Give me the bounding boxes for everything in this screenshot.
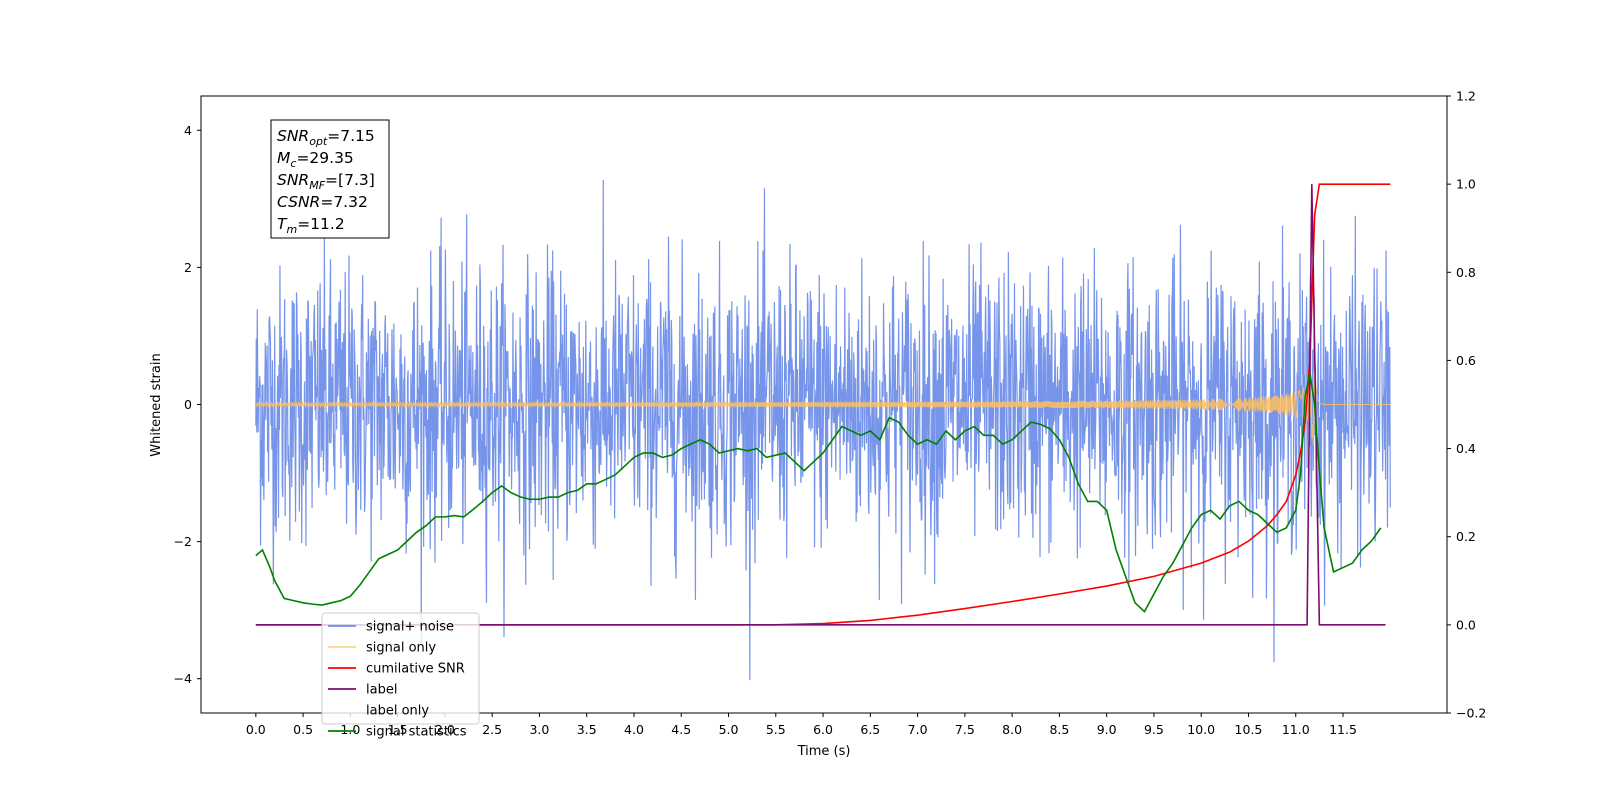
x-tick-label: 10.5 — [1235, 722, 1263, 737]
annotation-line: Mc=29.35 — [277, 149, 354, 170]
y-right-tick-label: −0.2 — [1456, 706, 1486, 721]
y-left-tick-label: 4 — [184, 123, 192, 138]
legend-label: signal only — [366, 641, 436, 656]
y-right-tick-label: 0.4 — [1456, 441, 1476, 456]
x-tick-label: 2.5 — [482, 722, 502, 737]
annotation-symbol: T — [277, 215, 288, 233]
x-tick-label: 0.0 — [246, 722, 266, 737]
x-tick-label: 3.5 — [577, 722, 597, 737]
x-tick-label: 0.5 — [293, 722, 313, 737]
annotation-value: =7.32 — [320, 193, 368, 211]
annotation-subscript: MF — [309, 179, 325, 192]
annotation-line: SNRopt=7.15 — [277, 127, 375, 148]
stats-annotation: SNRopt=7.15Mc=29.35SNRMF=[7.3]CSNR=7.32T… — [270, 119, 390, 239]
series-layer — [255, 179, 1391, 681]
y-left-tick-label: −2 — [174, 534, 192, 549]
x-tick-label: 10.0 — [1187, 722, 1215, 737]
legend-label: cumilative SNR — [366, 662, 465, 677]
annotation-subscript: c — [290, 157, 296, 170]
x-tick-label: 11.0 — [1282, 722, 1310, 737]
x-tick-label: 5.0 — [719, 722, 739, 737]
series-line-signal-only — [255, 363, 1391, 446]
annotation-value: =7.15 — [327, 127, 375, 145]
legend-label: label only — [366, 704, 429, 719]
y-axis-right: 1.2 1.0 0.8 0.6 0.4 0.2 0.0 −0.2 — [1447, 89, 1486, 721]
series-line-cumilative-snr — [255, 183, 1391, 626]
annotation-line: CSNR=7.32 — [277, 193, 368, 211]
x-tick-label: 6.0 — [813, 722, 833, 737]
annotation-value: =[7.3] — [325, 171, 375, 189]
x-tick-label: 7.0 — [908, 722, 928, 737]
x-tick-label: 7.5 — [955, 722, 975, 737]
x-axis-label: Time (s) — [797, 744, 851, 759]
annotation-symbol: M — [277, 149, 290, 167]
annotation-box — [270, 119, 390, 239]
y-axis-label-left: Whitened strain — [149, 353, 164, 456]
series-line-signal-statistics — [255, 373, 1382, 613]
x-tick-label: 4.5 — [671, 722, 691, 737]
x-axis: 0.0 0.5 1.0 1.5 2.0 2.5 3.0 3.5 4.0 4.5 5.0 5.5 6.0 6… — [246, 713, 1357, 737]
y-right-tick-label: 1.0 — [1456, 177, 1476, 192]
annotation-value: =11.2 — [297, 215, 345, 233]
annotation-symbol: CSNR — [277, 193, 320, 211]
x-tick-label: 1.5 — [388, 722, 408, 737]
x-tick-label: 3.0 — [529, 722, 549, 737]
x-tick-label: 8.0 — [1002, 722, 1022, 737]
x-tick-label: 8.5 — [1049, 722, 1069, 737]
y-right-tick-label: 0.2 — [1456, 529, 1476, 544]
legend-label: signal statistics — [366, 725, 467, 740]
y-right-tick-label: 0.8 — [1456, 265, 1476, 280]
x-tick-label: 11.5 — [1329, 722, 1357, 737]
x-tick-label: 2.0 — [435, 722, 455, 737]
x-tick-label: 9.5 — [1144, 722, 1164, 737]
annotation-symbol: SNR — [277, 171, 309, 189]
series-line-label — [255, 184, 1386, 626]
legend-label: label — [366, 683, 397, 698]
x-tick-label: 9.0 — [1097, 722, 1117, 737]
y-axis-left: 4 2 0 −2 −4 — [174, 123, 201, 686]
y-right-tick-label: 1.2 — [1456, 89, 1476, 104]
series-line-signal-noise — [255, 179, 1391, 681]
annotation-value: =29.35 — [296, 149, 353, 167]
y-left-tick-label: −4 — [174, 671, 192, 686]
x-tick-label: 1.0 — [340, 722, 360, 737]
y-left-tick-label: 0 — [184, 397, 192, 412]
x-tick-label: 6.5 — [860, 722, 880, 737]
x-tick-label: 5.5 — [766, 722, 786, 737]
annotation-symbol: SNR — [277, 127, 309, 145]
y-left-tick-label: 2 — [184, 260, 192, 275]
annotation-line: Tm=11.2 — [277, 215, 345, 236]
annotation-line: SNRMF=[7.3] — [277, 171, 375, 192]
y-right-tick-label: 0.6 — [1456, 353, 1476, 368]
legend: signal+ noise signal only cumilative SNR la… — [321, 612, 480, 740]
y-right-tick-label: 0.0 — [1456, 617, 1476, 632]
legend-box — [321, 612, 480, 725]
x-tick-label: 4.0 — [624, 722, 644, 737]
legend-label: signal+ noise — [366, 620, 454, 635]
annotation-subscript: opt — [309, 135, 328, 148]
annotation-subscript: m — [286, 223, 297, 236]
